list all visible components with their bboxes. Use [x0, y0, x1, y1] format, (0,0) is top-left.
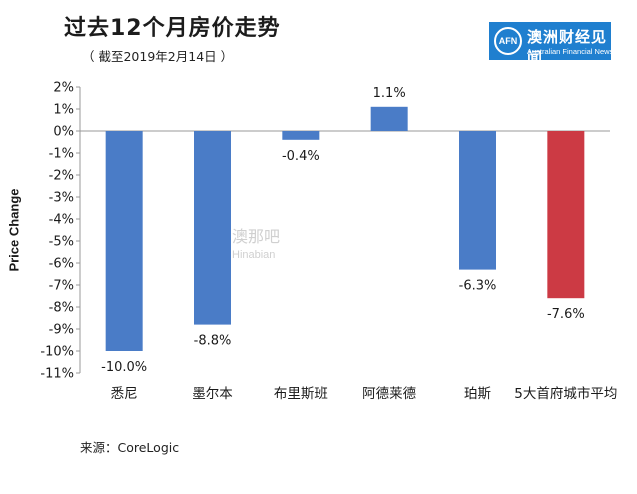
- afn-logo-icon: AFN: [494, 27, 522, 55]
- y-tick-label: -4%: [49, 213, 74, 228]
- watermark: 澳那吧 Hinabian: [232, 228, 280, 264]
- watermark-cn: 澳那吧: [232, 227, 281, 246]
- category-label: 墨尔本: [192, 386, 233, 402]
- bar: [370, 106, 408, 131]
- source-note: 来源：CoreLogic: [80, 440, 180, 455]
- category-label: 悉尼: [111, 386, 138, 402]
- y-tick-label: -6%: [49, 257, 74, 272]
- y-tick-label: -9%: [49, 323, 74, 338]
- category-label: 5大首府城市平均: [514, 385, 617, 402]
- data-label: -6.3%: [459, 279, 497, 294]
- category-label: 珀斯: [464, 386, 491, 402]
- y-tick-label: 2%: [53, 81, 74, 96]
- data-label: -7.6%: [547, 307, 585, 322]
- bar: [194, 131, 231, 325]
- data-label: -10.0%: [101, 360, 147, 375]
- category-label: 阿德莱德: [362, 386, 416, 402]
- y-tick-label: 1%: [53, 103, 74, 118]
- data-label: -8.8%: [194, 334, 232, 349]
- afn-logo: AFN 澳洲财经见闻 Australian Financial News: [489, 22, 614, 67]
- y-tick-label: -8%: [49, 301, 74, 316]
- y-tick-label: -5%: [49, 235, 74, 250]
- y-tick-label: -2%: [49, 169, 74, 184]
- logo-name-cn: 澳洲财经见闻: [527, 28, 608, 67]
- data-label: -0.4%: [282, 149, 320, 164]
- bar: [105, 131, 143, 351]
- chart-title: 过去12个月房价走势: [64, 16, 281, 41]
- bar: [459, 131, 496, 270]
- y-tick-label: -1%: [49, 147, 74, 162]
- bar: [547, 131, 585, 299]
- chart-subtitle: （ 截至2019年2月14日 ）: [82, 49, 234, 64]
- watermark-en: Hinabian: [232, 249, 276, 261]
- logo-name-en: Australian Financial News: [527, 47, 614, 56]
- y-tick-label: -10%: [40, 345, 74, 360]
- data-label: 1.1%: [373, 86, 406, 101]
- category-label: 布里斯班: [274, 386, 328, 402]
- y-tick-label: -7%: [49, 279, 74, 294]
- y-tick-label: -11%: [40, 367, 74, 382]
- y-tick-label: -3%: [49, 191, 74, 206]
- y-tick-label: 0%: [53, 125, 74, 140]
- bar: [282, 131, 320, 140]
